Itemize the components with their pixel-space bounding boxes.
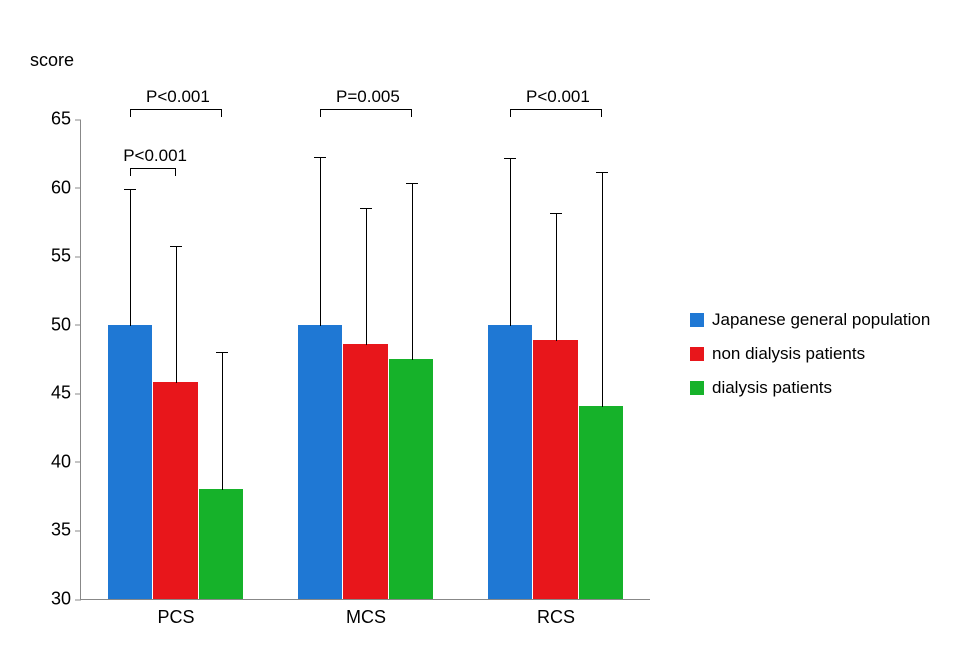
bar (108, 325, 153, 599)
error-bar (222, 352, 223, 491)
error-cap (596, 172, 608, 173)
legend-item: non dialysis patients (690, 344, 930, 364)
bar (199, 489, 244, 599)
legend-label: Japanese general population (712, 310, 930, 330)
error-cap (170, 246, 182, 247)
y-tick: 35 (51, 520, 81, 541)
x-tick: MCS (346, 599, 386, 628)
legend-swatch (690, 313, 704, 327)
significance-label: P<0.001 (146, 87, 210, 107)
bar (298, 325, 343, 599)
error-cap (406, 183, 418, 184)
y-axis-label: score (30, 50, 74, 71)
error-bar (412, 183, 413, 360)
error-cap (314, 157, 326, 158)
bar (533, 340, 578, 599)
bar (488, 325, 533, 599)
y-tick: 30 (51, 589, 81, 610)
significance-label: P<0.001 (526, 87, 590, 107)
significance-label: P=0.005 (336, 87, 400, 107)
error-bar (602, 172, 603, 407)
legend-swatch (690, 381, 704, 395)
error-bar (130, 189, 131, 326)
legend-label: dialysis patients (712, 378, 832, 398)
x-tick: PCS (157, 599, 194, 628)
error-cap (124, 189, 136, 190)
error-cap (504, 158, 516, 159)
y-tick: 60 (51, 177, 81, 198)
bar (579, 406, 624, 599)
bar (343, 344, 388, 599)
error-bar (366, 208, 367, 345)
error-cap (216, 352, 228, 353)
legend-label: non dialysis patients (712, 344, 865, 364)
x-tick: RCS (537, 599, 575, 628)
legend-item: Japanese general population (690, 310, 930, 330)
y-tick: 65 (51, 109, 81, 130)
significance-bracket (320, 109, 411, 117)
legend: Japanese general population non dialysis … (690, 310, 930, 412)
y-tick: 50 (51, 314, 81, 335)
significance-bracket (130, 109, 221, 117)
error-bar (556, 213, 557, 341)
error-bar (320, 157, 321, 326)
plot-area: 3035404550556065PCSMCSRCSP<0.001P<0.001P… (80, 120, 650, 600)
y-tick: 40 (51, 451, 81, 472)
y-tick: 55 (51, 246, 81, 267)
significance-bracket (130, 168, 176, 176)
legend-swatch (690, 347, 704, 361)
error-cap (550, 213, 562, 214)
significance-label: P<0.001 (123, 146, 187, 166)
chart-container: score 3035404550556065PCSMCSRCSP<0.001P<… (10, 10, 950, 650)
significance-bracket (510, 109, 601, 117)
bar (389, 359, 434, 599)
bar (153, 382, 198, 599)
error-bar (176, 246, 177, 383)
legend-item: dialysis patients (690, 378, 930, 398)
error-cap (360, 208, 372, 209)
y-tick: 45 (51, 383, 81, 404)
error-bar (510, 158, 511, 325)
